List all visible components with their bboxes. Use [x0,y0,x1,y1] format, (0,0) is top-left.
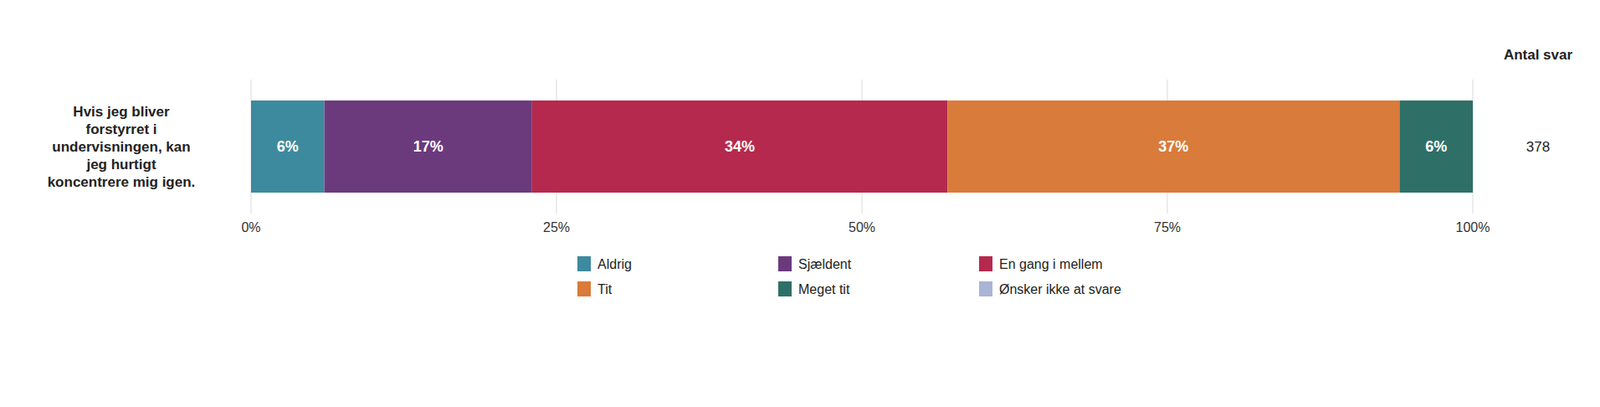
annotation: Antal svar [1503,46,1574,63]
legend: Aldrig Sjældent En gang i mellem Tit Meget t… [577,256,1122,297]
tick-label: 0% [241,220,261,235]
data-label: 34% [724,138,755,155]
title: Hvis jeg bliverforstyrret iundervisninge… [47,103,196,190]
chart-container: 0% 25% 50% 75% 100% 6% 17% 34% 37% 6% Hvis jeg bli… [0,0,1600,407]
legend-label: Tit [597,282,613,297]
data-labels: 6% 17% 34% 37% 6% [276,138,1447,155]
bar-segment [947,100,1400,193]
data-label: 37% [1158,138,1189,155]
legend-swatch [577,281,591,297]
bars [251,100,1473,193]
bar-segment [532,100,948,193]
tick-label: 50% [848,220,876,235]
chart-svg: 0% 25% 50% 75% 100% 6% 17% 34% 37% 6% Hvis jeg bli… [0,0,1600,407]
data-label: 17% [413,138,444,155]
bar-segment [1472,100,1474,193]
legend-label: Sjældent [798,256,852,272]
legend-swatch [979,256,993,272]
data-label: 6% [276,138,299,155]
tick-label: 75% [1153,220,1181,235]
legend-label: Aldrig [597,256,632,272]
legend-swatch [778,256,792,272]
bar-segment [1399,100,1473,193]
tick-label: 100% [1456,220,1491,235]
x-axis: 0% 25% 50% 75% 100% [241,220,1490,235]
bar-segment [324,100,533,193]
grid [251,79,1473,214]
legend-label: Ønsker ikke at svare [999,282,1122,297]
legend-swatch [979,281,993,297]
annotation: 378 [1526,138,1550,155]
legend-label: En gang i mellem [999,256,1103,272]
legend-swatch [577,256,591,272]
legend-swatch [778,281,792,297]
tick-label: 25% [543,220,570,235]
legend-label: Meget tit [798,282,851,297]
data-label: 6% [1425,138,1447,155]
bar-segment [251,100,325,193]
